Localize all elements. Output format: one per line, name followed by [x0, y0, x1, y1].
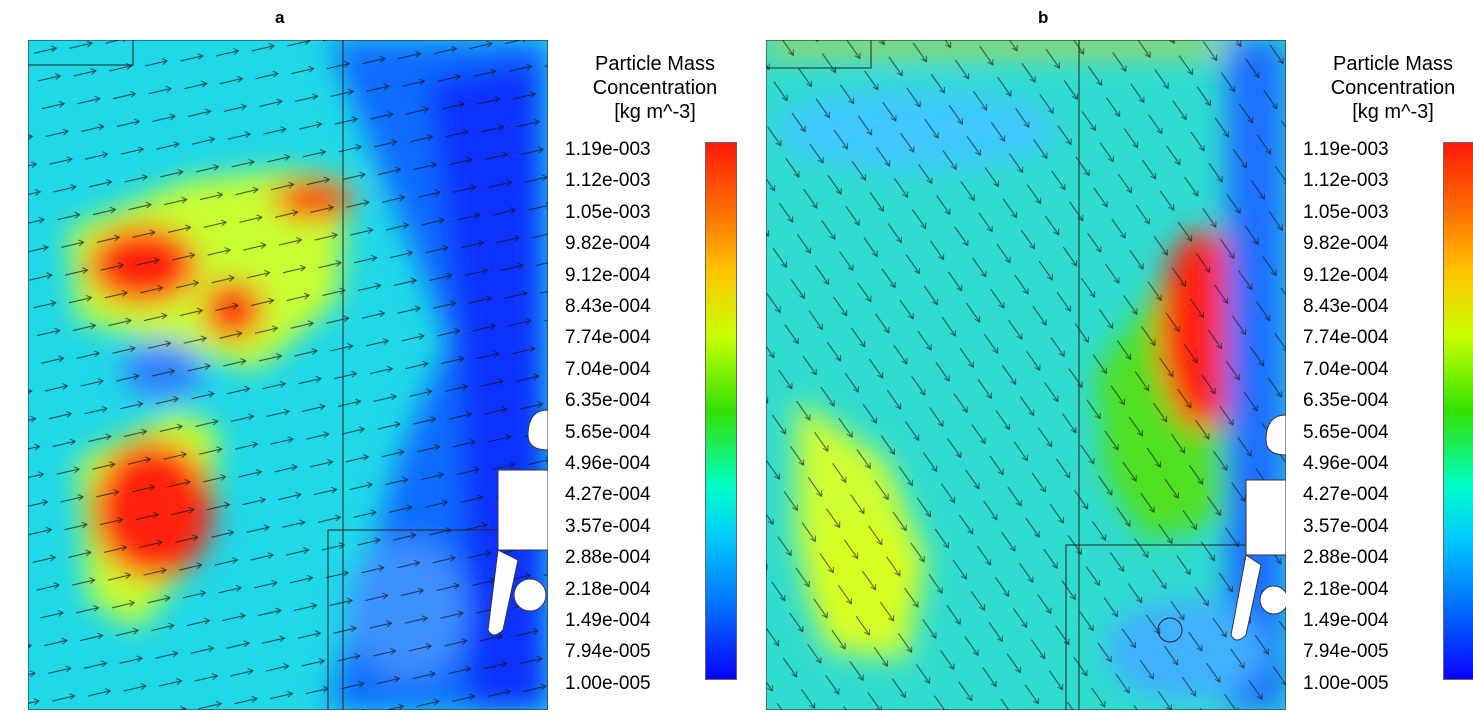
legend-title-line1: Particle Mass: [1332, 53, 1454, 75]
colorbar-tick-label: 8.43e-004: [1303, 296, 1389, 317]
colorbar-b: [1443, 142, 1473, 680]
legend-title-line3: [kg m^-3]: [614, 101, 696, 123]
colorbar-tick-label: 7.04e-004: [1303, 358, 1389, 380]
concentration-field-b: [766, 40, 1286, 710]
legend-title-line2: Concentration: [592, 77, 718, 99]
colorbar-tick-label: 7.94e-005: [565, 641, 651, 663]
legend-b: Particle Mass Concentration [kg m^-3] 1.…: [1303, 52, 1473, 694]
colorbar-tick-label: 1.49e-004: [1303, 610, 1389, 631]
colorbar-tick-label: 9.12e-004: [1303, 264, 1389, 286]
colorbar-tick-label: 2.88e-004: [1303, 547, 1389, 569]
colorbar-a: [705, 142, 737, 680]
legend-title-line1: Particle Mass: [594, 53, 716, 75]
colorbar-tick-label: 3.57e-004: [565, 515, 651, 537]
colorbar-tick-label: 1.49e-004: [565, 610, 651, 631]
colorbar-tick-label: 4.27e-004: [565, 484, 651, 506]
colorbar-tick-label: 4.27e-004: [1303, 484, 1389, 506]
colorbar-tick-label: 6.35e-004: [1303, 390, 1389, 412]
colorbar-tick-label: 7.94e-005: [1303, 641, 1389, 663]
colorbar-tick-label: 3.57e-004: [1303, 515, 1389, 537]
colorbar-tick-label: 1.12e-003: [565, 170, 651, 192]
colorbar-tick-label: 9.82e-004: [565, 233, 651, 255]
legend-title-line2: Concentration: [1330, 77, 1456, 99]
occupant-silhouette-b: [1230, 414, 1286, 641]
colorbar-tick-label: 1.05e-003: [565, 201, 651, 223]
concentration-field-a: [28, 40, 548, 710]
colorbar-tick-label: 7.74e-004: [565, 327, 651, 349]
occupant-silhouette-a: [487, 409, 548, 636]
colorbar-tick-label: 2.18e-004: [1303, 578, 1389, 600]
colorbar-tick-label: 4.96e-004: [565, 453, 651, 474]
colorbar-tick-label: 7.04e-004: [565, 358, 651, 380]
colorbar-tick-label: 1.00e-005: [565, 672, 651, 694]
colorbar-tick-label: 4.96e-004: [1303, 453, 1389, 474]
colorbar-tick-label: 1.00e-005: [1303, 672, 1389, 694]
colorbar-tick-label: 5.65e-004: [565, 421, 651, 443]
panel-label-a: a: [275, 8, 285, 27]
colorbar-tick-label: 1.19e-003: [1303, 139, 1389, 160]
colorbar-tick-label: 1.12e-003: [1303, 170, 1389, 192]
colorbar-tick-label: 5.65e-004: [1303, 421, 1389, 443]
colorbar-tick-label: 1.19e-003: [565, 139, 651, 160]
geometry-outlines-a: [28, 40, 548, 710]
legend-title-line3: [kg m^-3]: [1352, 101, 1434, 123]
colorbar-tick-label: 2.18e-004: [565, 578, 651, 600]
colorbar-tick-label: 7.74e-004: [1303, 327, 1389, 349]
colorbar-tick-label: 1.05e-003: [1303, 201, 1389, 223]
colorbar-tick-label: 6.35e-004: [565, 390, 651, 412]
colorbar-tick-label: 9.82e-004: [1303, 233, 1389, 255]
velocity-vectors-a: [28, 40, 548, 710]
legend-a: Particle Mass Concentration [kg m^-3] 1.…: [565, 52, 745, 694]
panel-label-b: b: [1038, 8, 1049, 27]
velocity-vectors-b: [766, 40, 1286, 710]
colorbar-tick-label: 2.88e-004: [565, 547, 651, 569]
geometry-outlines-b: [766, 40, 1286, 710]
colorbar-tick-label: 9.12e-004: [565, 264, 651, 286]
colorbar-tick-label: 8.43e-004: [565, 296, 651, 317]
